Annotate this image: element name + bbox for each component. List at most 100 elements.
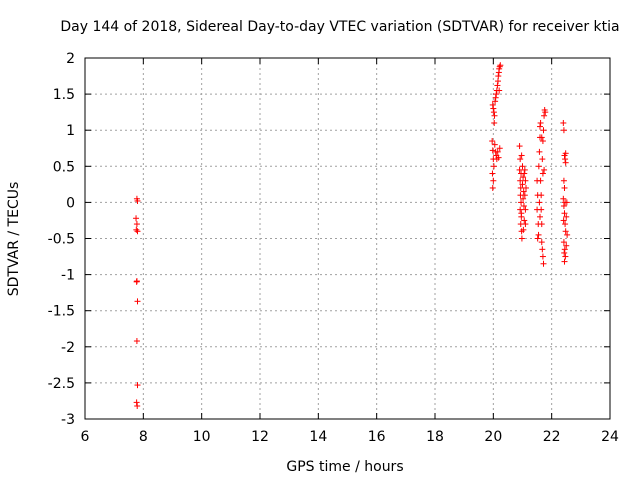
data-point xyxy=(496,87,503,94)
data-point xyxy=(490,177,497,184)
data-point xyxy=(534,235,541,242)
x-tick-label: 20 xyxy=(484,429,502,445)
data-point xyxy=(491,119,498,126)
data-points xyxy=(133,62,571,410)
data-point xyxy=(561,258,568,265)
data-point xyxy=(563,213,570,220)
data-point xyxy=(520,226,527,233)
data-point xyxy=(560,239,567,246)
data-point xyxy=(521,166,528,173)
data-point xyxy=(535,231,542,238)
data-point xyxy=(495,73,502,80)
data-point xyxy=(539,170,546,177)
data-point xyxy=(520,188,527,195)
y-tick-label: 1.5 xyxy=(53,87,75,103)
data-point xyxy=(562,199,569,206)
data-point xyxy=(539,138,546,145)
data-point xyxy=(561,184,568,191)
data-point xyxy=(562,253,569,260)
data-point xyxy=(490,105,497,112)
y-tick-label: -0.5 xyxy=(48,232,75,248)
data-point xyxy=(560,217,567,224)
data-point xyxy=(491,141,498,148)
data-point xyxy=(494,82,501,89)
data-point xyxy=(489,101,496,108)
data-point xyxy=(495,154,502,161)
x-tick-label: 12 xyxy=(251,429,269,445)
data-point xyxy=(518,152,525,159)
x-tick-label: 24 xyxy=(601,429,619,445)
data-point xyxy=(495,78,501,85)
data-point xyxy=(537,213,543,220)
data-point xyxy=(560,177,567,184)
data-point xyxy=(133,215,140,222)
data-point xyxy=(518,210,525,217)
data-point xyxy=(497,62,504,69)
data-point xyxy=(520,174,527,181)
data-point xyxy=(492,94,499,101)
data-point xyxy=(538,239,545,246)
y-tick-label: 0.5 xyxy=(53,159,75,175)
data-point xyxy=(519,181,526,188)
data-point xyxy=(541,112,548,119)
data-point xyxy=(561,210,568,217)
data-point xyxy=(520,203,527,210)
data-point xyxy=(134,298,141,305)
x-tick-label: 14 xyxy=(309,429,327,445)
data-point xyxy=(539,246,546,253)
data-point xyxy=(133,278,140,285)
data-point xyxy=(134,382,141,389)
data-point xyxy=(521,170,528,177)
data-point xyxy=(493,91,500,98)
data-point xyxy=(518,235,525,242)
y-axis-label: SDTVAR / TECUs xyxy=(6,182,22,297)
data-point xyxy=(522,221,529,228)
axis-ticks: 6 8 10 12 14 16 18 20 22 24-3-2.5-2-1.5-1-0.500.5… xyxy=(48,51,619,445)
data-point xyxy=(489,170,496,177)
data-point xyxy=(516,143,523,150)
data-point xyxy=(134,197,141,204)
data-point xyxy=(133,399,140,406)
y-tick-label: -1.5 xyxy=(48,304,75,320)
x-tick-label: 18 xyxy=(426,429,444,445)
x-tick-label: 16 xyxy=(368,429,386,445)
data-point xyxy=(540,127,547,134)
data-point xyxy=(517,184,524,191)
data-point xyxy=(535,163,542,170)
x-tick-label: 6 xyxy=(81,429,90,445)
data-point xyxy=(133,338,140,345)
data-point xyxy=(539,156,546,163)
data-point xyxy=(563,242,570,249)
y-tick-label: 1 xyxy=(66,123,75,139)
data-point xyxy=(538,192,545,199)
data-point xyxy=(538,206,545,213)
y-tick-label: 2 xyxy=(66,51,75,67)
data-point xyxy=(562,159,569,166)
data-point xyxy=(536,148,543,155)
data-point xyxy=(562,156,569,163)
y-tick-label: -2.5 xyxy=(48,376,75,392)
data-point xyxy=(490,163,497,170)
data-point xyxy=(520,195,527,202)
data-point xyxy=(491,112,498,119)
data-point xyxy=(542,109,549,116)
data-point xyxy=(133,221,140,228)
data-point xyxy=(560,195,567,202)
y-tick-label: 0 xyxy=(66,195,75,211)
data-point xyxy=(496,63,503,70)
data-point xyxy=(564,231,571,238)
data-point xyxy=(561,246,568,253)
data-point xyxy=(517,156,524,163)
data-point xyxy=(517,177,524,184)
x-axis-label: GPS time / hours xyxy=(286,459,403,475)
data-point xyxy=(560,119,567,126)
data-point xyxy=(538,134,545,141)
data-point xyxy=(537,177,544,184)
y-tick-label: -2 xyxy=(61,340,75,356)
data-point xyxy=(522,177,529,184)
data-point xyxy=(562,221,569,228)
data-point xyxy=(518,199,525,206)
data-point xyxy=(134,228,141,235)
data-point xyxy=(516,166,523,173)
